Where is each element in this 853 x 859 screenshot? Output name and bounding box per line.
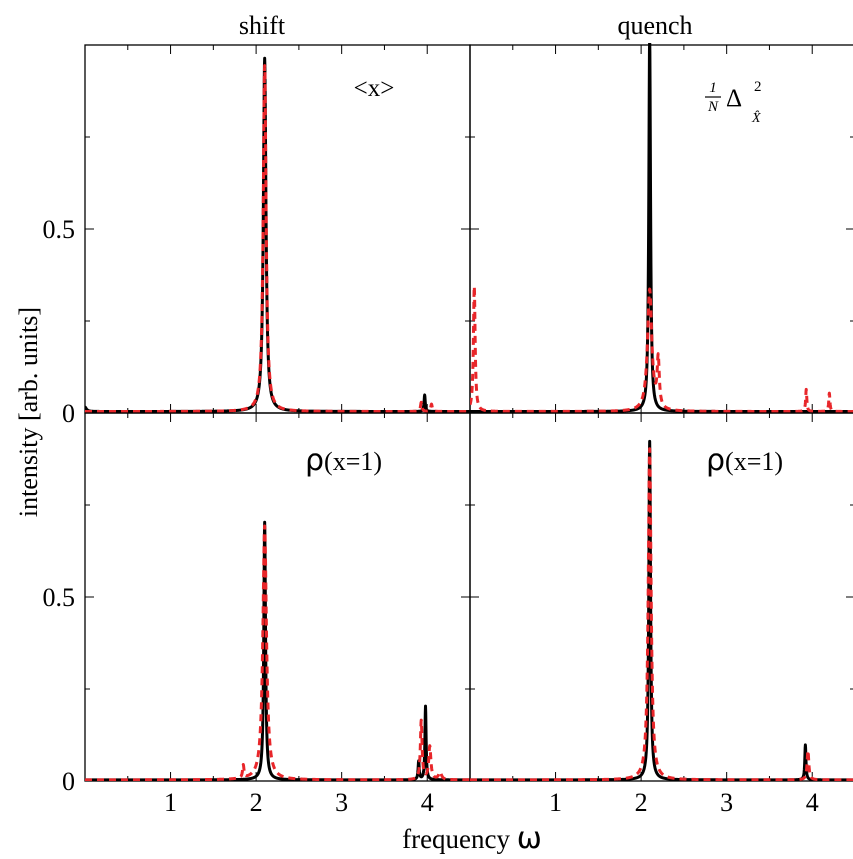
series-group: [85, 520, 470, 781]
y-tick-label: 0: [62, 399, 75, 428]
panel-shift-top: 00.5: [43, 44, 471, 428]
annotation-rho-quench-text: (x=1): [725, 447, 783, 476]
annotation-variance: 1 N Δ 2 X̂: [705, 79, 762, 126]
annotation-rho-shift-text: (x=1): [324, 447, 382, 476]
x-tick-label: 4: [806, 788, 819, 817]
x-tick-label: 1: [549, 788, 562, 817]
annotation-rho-shift-symbol: ρ: [305, 443, 324, 478]
panel-frame: [84, 412, 471, 782]
y-tick-label: 0: [62, 767, 75, 796]
annotation-rho-shift: ρ(x=1): [305, 443, 382, 478]
panel-frame: [469, 412, 853, 782]
series-line-black: [85, 56, 470, 413]
x-tick-label: 3: [720, 788, 733, 817]
x-axis-label: frequency ω: [402, 821, 542, 856]
column-title-shift: shift: [239, 11, 286, 40]
panel-frame: [84, 44, 471, 414]
series-line-red-dashed: [85, 524, 470, 781]
x-tick-label: 2: [635, 788, 648, 817]
annotation-mean-x: <x>: [354, 75, 395, 102]
panel-frame: [469, 44, 853, 414]
panel-shift-bottom: 1 2 3 4 0 0.5: [43, 412, 471, 817]
panel-quench-top: [469, 43, 853, 414]
series-group: [470, 43, 853, 413]
series-line-red-dashed: [470, 447, 853, 781]
x-tick-label: 4: [421, 788, 434, 817]
series-line-red-dashed: [470, 284, 853, 413]
panels: 00.51 2 3 400.51 2 3 4: [43, 43, 853, 817]
column-title-quench: quench: [617, 11, 692, 40]
y-tick-label: 0.5: [43, 215, 76, 244]
series-group: [85, 56, 470, 413]
series-line-black: [470, 43, 853, 413]
x-axis-label-omega: ω: [517, 821, 542, 856]
x-tick-label: 3: [335, 788, 348, 817]
panel-quench-bottom: 1 2 3 4: [469, 412, 853, 817]
x-axis-label-text: frequency: [402, 824, 517, 854]
y-tick-label: 0.5: [43, 583, 76, 612]
series-group: [470, 439, 853, 781]
series-line-black: [85, 520, 470, 781]
annotation-variance-delta: Δ: [726, 85, 742, 112]
x-tick-label: 2: [250, 788, 263, 817]
annotation-rho-quench-symbol: ρ: [706, 443, 725, 478]
annotation-variance-sub: X̂: [751, 110, 761, 126]
annotation-rho-quench: ρ(x=1): [706, 443, 783, 478]
annotation-variance-den: N: [707, 99, 719, 115]
series-line-black: [470, 439, 853, 781]
x-tick-label: 1: [164, 788, 177, 817]
annotation-variance-num: 1: [709, 80, 717, 96]
series-line-red-dashed: [85, 64, 470, 413]
y-axis-label: intensity [arb. units]: [14, 307, 43, 517]
annotation-variance-sup: 2: [754, 79, 762, 95]
